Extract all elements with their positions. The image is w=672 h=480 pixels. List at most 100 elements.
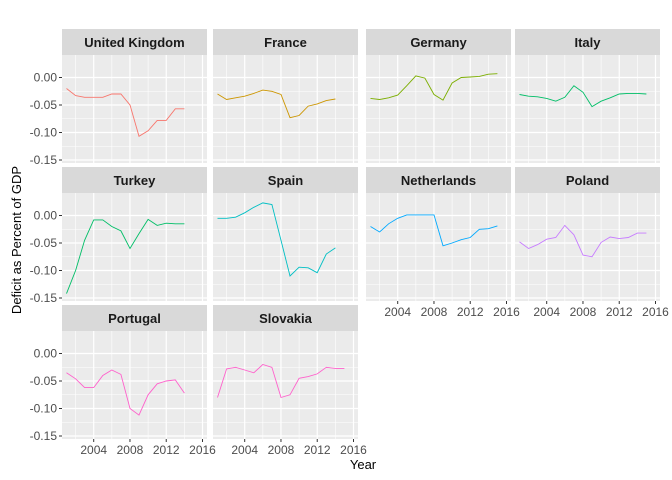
panel-background <box>366 193 511 301</box>
x-tick-label: 2016 <box>642 305 669 319</box>
facet-strip <box>213 29 358 55</box>
facet-strip <box>213 167 358 193</box>
gridlines <box>213 331 358 439</box>
series-line-netherlands <box>370 214 498 247</box>
panel-background <box>62 331 207 439</box>
gridlines <box>62 55 207 163</box>
y-tick-label: -0.05 <box>30 98 58 112</box>
y-tick-label: -0.15 <box>30 429 58 443</box>
facet-poland: Poland <box>515 167 660 301</box>
facet-panels: United Kingdom France Germany Italy Turkey Sp… <box>62 29 660 439</box>
facet-slovakia: Slovakia <box>213 305 358 439</box>
series-line-portugal <box>66 369 185 416</box>
facet-netherlands: Netherlands <box>366 167 511 301</box>
y-axis-title: Deficit as Percent of GDP <box>9 166 24 314</box>
x-tick-label: 2012 <box>606 305 633 319</box>
facet-strip <box>366 167 511 193</box>
gridlines <box>213 193 358 301</box>
series-line-slovakia <box>217 363 345 399</box>
x-tick-label: 2004 <box>231 443 258 457</box>
x-tick-label: 2012 <box>457 305 484 319</box>
facet-strip <box>515 167 660 193</box>
x-tick-label: 2012 <box>153 443 180 457</box>
facet-strip-label: Slovakia <box>259 311 313 326</box>
facet-strip-label: United Kingdom <box>84 35 184 50</box>
x-axes: 2004 2008 2012 2016 2004 2008 2012 2016 2004 2008… <box>80 301 669 457</box>
y-tick-label: -0.05 <box>30 236 58 250</box>
facet-united-kingdom: United Kingdom <box>62 29 207 163</box>
x-tick-label: 2004 <box>533 305 560 319</box>
series-line-germany <box>370 73 498 101</box>
panel-background <box>62 55 207 163</box>
x-tick-label: 2008 <box>570 305 597 319</box>
facet-strip-label: Portugal <box>108 311 161 326</box>
y-tick-label: -0.10 <box>30 402 58 416</box>
facet-germany: Germany <box>366 29 511 163</box>
gridlines <box>62 331 207 439</box>
y-axis: -0.15 -0.10 -0.05 0.00 <box>30 347 62 443</box>
facet-portugal: Portugal <box>62 305 207 439</box>
facet-strip <box>62 29 207 55</box>
series-line-italy <box>519 85 647 108</box>
x-tick-label: 2016 <box>493 305 520 319</box>
facet-strip-label: Netherlands <box>401 173 476 188</box>
series-line-united-kingdom <box>66 88 185 137</box>
x-tick-label: 2012 <box>304 443 331 457</box>
gridlines <box>213 55 358 163</box>
facet-strip <box>62 305 207 331</box>
x-axis-title: Year <box>350 457 377 472</box>
facet-strip <box>213 305 358 331</box>
y-axis: -0.15 -0.10 -0.05 0.00 <box>30 209 62 305</box>
x-tick-label: 2008 <box>421 305 448 319</box>
panel-background <box>213 55 358 163</box>
facet-spain: Spain <box>213 167 358 301</box>
y-tick-label: 0.00 <box>34 209 58 223</box>
facet-italy: Italy <box>515 29 660 163</box>
x-tick-label: 2004 <box>384 305 411 319</box>
facet-turkey: Turkey <box>62 167 207 301</box>
y-tick-label: -0.10 <box>30 126 58 140</box>
x-axis: 2004 2008 2012 2016 <box>80 439 216 457</box>
y-axes: -0.15-0.10-0.050.00-0.15-0.10-0.050.00-0… <box>30 71 62 443</box>
x-tick-label: 2008 <box>117 443 144 457</box>
y-tick-label: -0.15 <box>30 153 58 167</box>
facet-strip-label: France <box>264 35 307 50</box>
gridlines <box>366 55 511 163</box>
y-tick-label: -0.10 <box>30 264 58 278</box>
facet-strip-label: Germany <box>410 35 467 50</box>
facet-strip-label: Italy <box>574 35 601 50</box>
y-tick-label: -0.15 <box>30 291 58 305</box>
y-tick-label: -0.05 <box>30 374 58 388</box>
panel-background <box>515 193 660 301</box>
panel-background <box>515 55 660 163</box>
y-tick-label: 0.00 <box>34 71 58 85</box>
y-axis: -0.15 -0.10 -0.05 0.00 <box>30 71 62 167</box>
facet-france: France <box>213 29 358 163</box>
x-tick-label: 2016 <box>189 443 216 457</box>
x-axis: 2004 2008 2012 2016 <box>231 439 367 457</box>
panel-background <box>213 193 358 301</box>
series-line-spain <box>217 202 336 277</box>
panel-background <box>213 331 358 439</box>
facet-strip <box>366 29 511 55</box>
gridlines <box>515 193 660 301</box>
gridlines <box>515 55 660 163</box>
x-tick-label: 2004 <box>80 443 107 457</box>
gridlines <box>62 193 207 301</box>
x-tick-label: 2016 <box>340 443 367 457</box>
facet-strip <box>62 167 207 193</box>
facet-strip-label: Poland <box>566 173 609 188</box>
x-axis: 2004 2008 2012 2016 <box>533 301 669 319</box>
series-line-turkey <box>66 218 185 294</box>
y-tick-label: 0.00 <box>34 347 58 361</box>
x-axis: 2004 2008 2012 2016 <box>384 301 520 319</box>
series-line-france <box>217 89 336 119</box>
facet-strip-label: Spain <box>268 173 303 188</box>
facet-strip <box>515 29 660 55</box>
panel-background <box>366 55 511 163</box>
facet-strip-label: Turkey <box>114 173 156 188</box>
x-tick-label: 2008 <box>268 443 295 457</box>
panel-background <box>62 193 207 301</box>
series-line-poland <box>519 224 647 258</box>
